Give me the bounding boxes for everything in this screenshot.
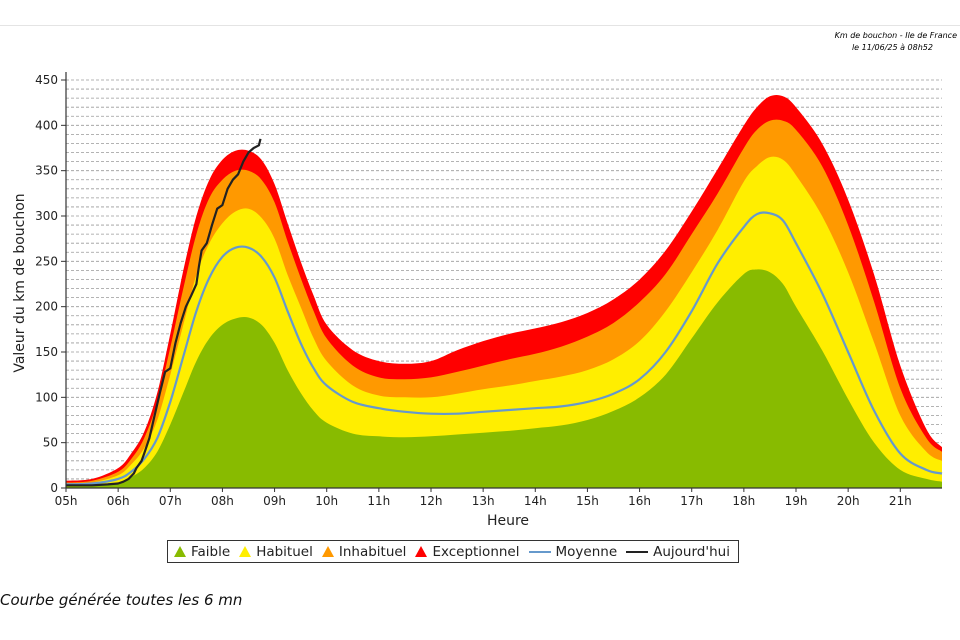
legend-label-aujourdhui: Aujourd'hui — [653, 543, 730, 560]
x-tick-label: 21h — [889, 494, 912, 508]
y-tick-label: 300 — [35, 209, 58, 223]
y-tick-label: 0 — [50, 481, 58, 495]
x-tick-label: 19h — [785, 494, 808, 508]
series-lines — [65, 138, 943, 487]
y-tick-label: 150 — [35, 345, 58, 359]
x-tick-label: 05h — [55, 494, 78, 508]
area-bands — [66, 94, 942, 489]
legend-label-habituel: Habituel — [256, 543, 313, 560]
chart-source-title: Km de bouchon - Ile de France — [834, 31, 957, 40]
x-tick-label: 06h — [107, 494, 130, 508]
legend-item-aujourdhui: Aujourd'hui — [626, 544, 730, 560]
y-tick-label: 400 — [35, 118, 58, 132]
legend-label-moyenne: Moyenne — [555, 543, 618, 560]
x-tick-label: 15h — [576, 494, 599, 508]
x-tick-label: 18h — [732, 494, 755, 508]
legend-label-exceptionnel: Exceptionnel — [432, 543, 520, 560]
legend-swatch-faible — [174, 546, 186, 557]
x-tick-label: 09h — [263, 494, 286, 508]
x-tick-label: 14h — [524, 494, 547, 508]
y-tick-label: 250 — [35, 254, 58, 268]
chart-date: le 11/06/25 à 08h52 — [851, 43, 933, 52]
y-tick-label: 50 — [43, 436, 58, 450]
x-tick-label: 16h — [628, 494, 651, 508]
x-tick-label: 13h — [472, 494, 495, 508]
x-tick-label: 12h — [420, 494, 443, 508]
chart-timestamp: Km de bouchon - Ile de France le 11/06/2… — [657, 30, 957, 54]
y-tick-label: 450 — [35, 73, 58, 87]
x-tick-label: 08h — [211, 494, 234, 508]
legend-label-faible: Faible — [191, 543, 231, 560]
footer-note: Courbe générée toutes les 6 mn — [0, 591, 243, 609]
x-tick-label: 10h — [315, 494, 338, 508]
y-tick-label: 350 — [35, 164, 58, 178]
x-tick-label: 07h — [159, 494, 182, 508]
legend-swatch-exceptionnel — [415, 546, 428, 557]
axes: 0 50 100 150 200 250 300 350 400 450 05h 06h 07h 08h 0… — [35, 72, 942, 508]
top-divider — [0, 25, 960, 26]
line-aujourdhui — [66, 138, 262, 487]
legend-label-inhabituel: Inhabituel — [338, 543, 407, 560]
x-tick-label: 20h — [837, 494, 860, 508]
legend-swatch-habituel — [239, 546, 252, 557]
y-tick-label: 100 — [35, 390, 58, 404]
legend-item-exceptionnel: Exceptionnel — [415, 543, 520, 560]
x-tick-label: 11h — [367, 494, 390, 508]
line-moyenne — [65, 211, 943, 486]
legend-swatch-aujourdhui — [626, 550, 649, 553]
chart-legend: Faible Habituel Inhabituel Exceptionnel … — [167, 540, 739, 563]
y-axis-label: Valeur du km de bouchon — [12, 193, 28, 372]
y-tick-label: 200 — [35, 300, 58, 314]
x-tick-label: 17h — [680, 494, 703, 508]
band-faible — [66, 269, 942, 488]
legend-item-faible: Faible — [174, 544, 230, 560]
x-axis-label: Heure — [487, 513, 529, 529]
legend-swatch-moyenne — [528, 550, 551, 553]
legend-item-habituel: Habituel — [239, 544, 313, 560]
legend-swatch-inhabituel — [321, 546, 334, 557]
legend-item-inhabituel: Inhabituel — [321, 543, 407, 560]
legend-item-moyenne: Moyenne — [528, 543, 618, 560]
